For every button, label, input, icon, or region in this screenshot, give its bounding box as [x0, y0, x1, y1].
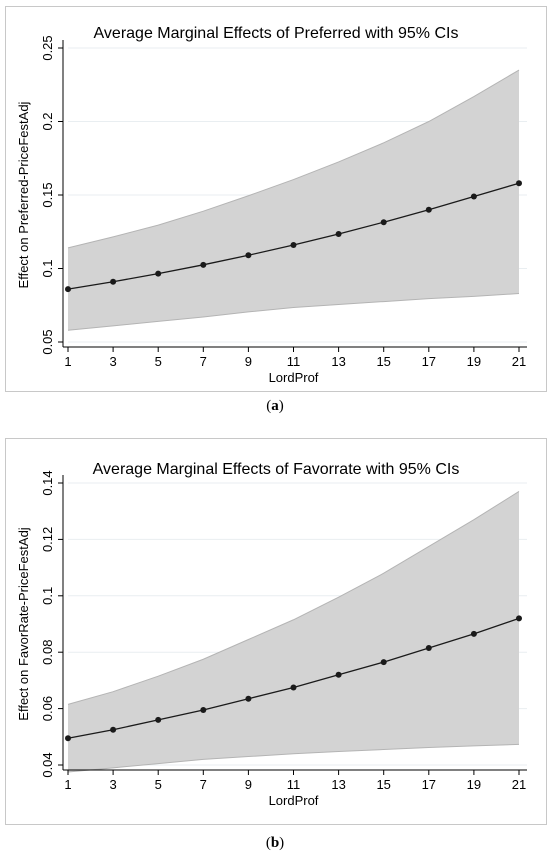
x-tick-label: 13 [331, 777, 345, 792]
x-tick-label: 7 [200, 354, 207, 369]
y-tick-label: 0.05 [40, 329, 55, 354]
figure-caption-a: (a) [266, 398, 284, 414]
data-point [425, 206, 432, 213]
data-point [290, 241, 297, 248]
data-point [425, 644, 432, 651]
y-tick-label: 0.04 [40, 752, 55, 777]
data-point [470, 630, 477, 637]
data-point [380, 219, 387, 226]
chart-a: 0.050.10.150.20.251 3 5 7 9 11 13 15 17 19 21Avera… [16, 25, 527, 385]
x-tick-label: 17 [422, 354, 436, 369]
data-point [516, 615, 522, 622]
y-tick-label: 0.15 [40, 182, 55, 207]
ci-lower-edge [67, 292, 520, 331]
x-tick-label: 19 [467, 354, 481, 369]
data-point [290, 684, 297, 691]
x-tick-label: 3 [109, 354, 116, 369]
figure-caption-b: (b) [265, 835, 285, 851]
x-tick-label: 9 [245, 777, 252, 792]
ci-upper-edge [67, 491, 520, 705]
x-tick-label: 5 [155, 354, 162, 369]
data-point [155, 716, 162, 723]
y-tick-label: 0.12 [40, 527, 55, 552]
x-tick-label: 15 [376, 777, 390, 792]
x-tick-label: 15 [376, 354, 390, 369]
data-point [200, 261, 207, 268]
data-point [245, 695, 252, 702]
data-point [65, 286, 71, 293]
x-tick-label: 9 [245, 354, 252, 369]
y-tick-label: 0.06 [40, 696, 55, 721]
x-tick-label: 21 [512, 777, 526, 792]
y-tick-label: 0.2 [40, 112, 55, 130]
data-point [110, 278, 117, 285]
x-tick-label: 1 [64, 777, 71, 792]
y-tick-label: 0.1 [40, 587, 55, 605]
ci-lower-edge [67, 743, 520, 773]
ci-upper-edge [67, 69, 520, 249]
x-tick-label: 19 [467, 777, 481, 792]
data-point [110, 726, 117, 733]
x-tick-label: 5 [155, 777, 162, 792]
data-point [65, 735, 71, 742]
x-tick-label: 1 [64, 354, 71, 369]
chart-panel-a: 0.05 0.1 0.15 0.2 0.25 1 3 5 7 9 11 13 15 17 19 21 Avera… [5, 6, 547, 392]
ci-band [68, 70, 519, 331]
y-tick-label: 0.14 [40, 470, 55, 495]
data-point [470, 193, 477, 200]
x-tick-label: 17 [422, 777, 436, 792]
data-point [335, 671, 342, 678]
data-point [200, 707, 207, 714]
x-tick-label: 3 [109, 777, 116, 792]
x-axis-label: LordProf [269, 793, 319, 808]
data-point [155, 270, 162, 277]
data-point [516, 180, 522, 187]
chart-title: Average Marginal Effects of Favorrate wi… [93, 461, 460, 478]
chart-b: 0.040.060.080.10.120.141 3 5 7 9 11 13 15 17 19 21… [16, 461, 527, 808]
data-point [380, 659, 387, 666]
x-tick-label: 11 [287, 354, 301, 369]
chart-panel-b: 0.04 0.06 0.08 0.1 0.12 0.14 1 3 5 7 9 11 13 15 17 19 21… [5, 438, 547, 825]
caption-b-label: b [270, 835, 280, 851]
chart-title: Average Marginal Effects of Preferred wi… [94, 25, 459, 42]
ci-band [68, 491, 519, 773]
y-tick-label: 0.1 [40, 259, 55, 277]
caption-a-label: a [271, 398, 279, 414]
x-tick-label: 7 [200, 777, 207, 792]
data-point [245, 252, 252, 259]
x-tick-label: 21 [512, 354, 526, 369]
y-tick-label: 0.25 [40, 35, 55, 60]
x-tick-label: 11 [287, 777, 301, 792]
data-point [335, 230, 342, 237]
x-tick-label: 13 [331, 354, 345, 369]
y-axis-label: Effect on FavorRate-PriceFestAdj [16, 527, 31, 721]
y-tick-label: 0.08 [40, 640, 55, 665]
x-axis-label: LordProf [269, 370, 319, 385]
y-axis-label: Effect on Preferred-PriceFestAdj [16, 101, 31, 288]
